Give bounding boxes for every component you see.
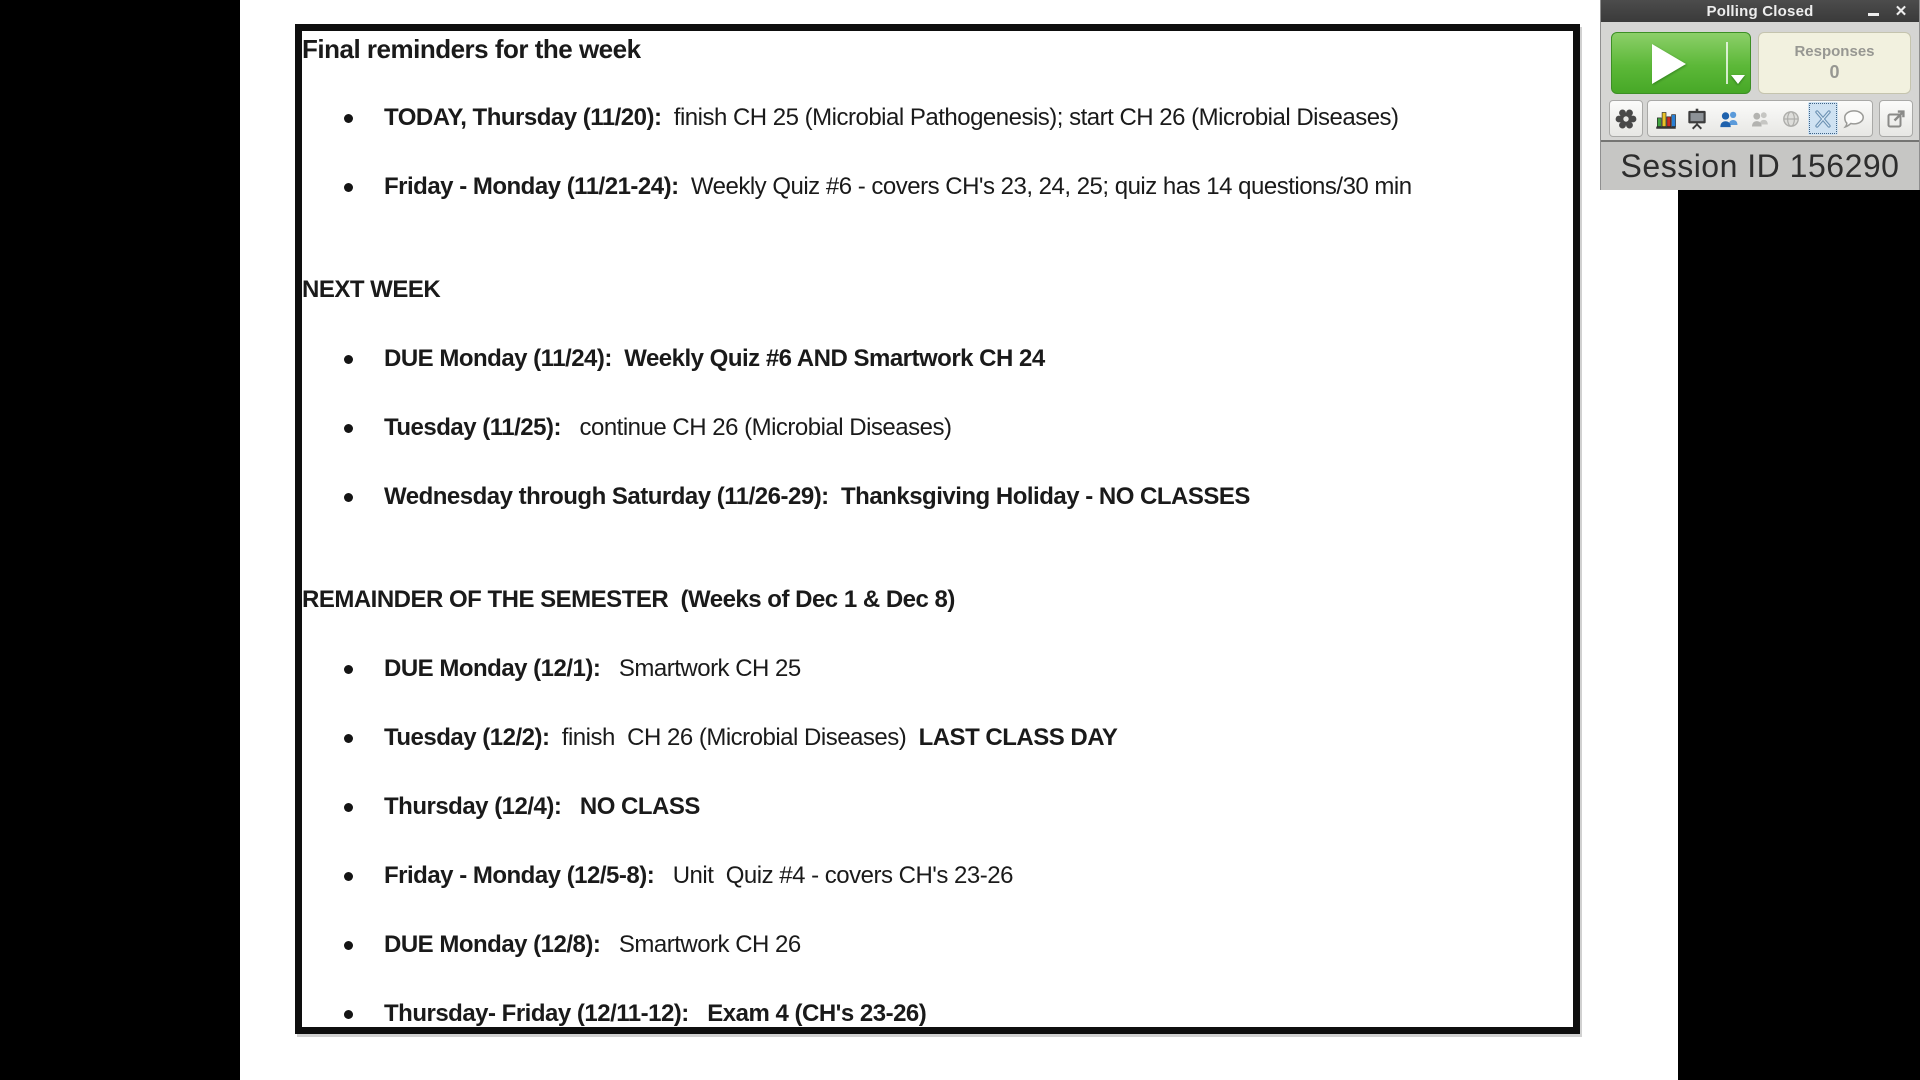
start-polling-button[interactable]: [1611, 32, 1751, 94]
minimize-icon: [1867, 12, 1879, 16]
globe-icon: [1783, 110, 1800, 127]
session-id-text: Session ID 156290: [1620, 147, 1900, 184]
bullet-item: Tuesday (12/2): finish CH 26 (Microbial …: [302, 722, 1569, 754]
bullet-item: Friday - Monday (12/5-8): Unit Quiz #4 -…: [302, 860, 1569, 892]
messaging-button[interactable]: [1839, 102, 1869, 135]
bullet-dot: [344, 803, 353, 812]
participants-disabled-icon: [1751, 111, 1768, 126]
bullet-dot: [344, 872, 353, 881]
bullet-item: Friday - Monday (11/21-24): Weekly Quiz …: [302, 171, 1569, 203]
results-chart-button[interactable]: [1651, 102, 1681, 135]
bullet-dot: [344, 734, 353, 743]
speech-bubble-icon: [1843, 109, 1865, 128]
participants-icon: [1719, 111, 1737, 127]
letterbox-left: [0, 0, 240, 1080]
gear-icon: [1615, 109, 1637, 128]
bullet-dot: [344, 941, 353, 950]
participants-button[interactable]: [1714, 102, 1744, 135]
bullet-item: DUE Monday (12/1): Smartwork CH 25: [302, 653, 1569, 685]
section-heading: REMAINDER OF THE SEMESTER (Weeks of Dec …: [302, 586, 955, 613]
settings-button[interactable]: [1609, 100, 1643, 137]
minimize-button[interactable]: [1861, 0, 1885, 22]
bar-chart-icon: [1655, 111, 1676, 129]
selected-tool-icon: [1815, 109, 1831, 128]
bullet-dot: [344, 424, 353, 433]
polling-widget-window: Polling Closed ✕ Responses 0: [1600, 0, 1920, 190]
open-external-icon: [1887, 109, 1905, 127]
participants-disabled-button: [1745, 102, 1775, 135]
bullet-item: Wednesday through Saturday (11/26-29): T…: [302, 481, 1569, 513]
responses-counter-button[interactable]: Responses 0: [1758, 32, 1911, 94]
session-id-bar: Session ID 156290: [1601, 140, 1919, 190]
close-button[interactable]: ✕: [1894, 3, 1908, 20]
play-dropdown-caret-icon[interactable]: [1731, 75, 1745, 84]
slide-content: Final reminders for the week TODAY, Thur…: [302, 31, 1573, 1027]
presentation-slide: Final reminders for the week TODAY, Thur…: [295, 24, 1580, 1034]
slide-title: Final reminders for the week: [302, 34, 641, 64]
section-heading: NEXT WEEK: [302, 276, 441, 303]
bullet-item: Thursday (12/4): NO CLASS: [302, 791, 1569, 823]
presentation-button[interactable]: [1682, 102, 1712, 135]
globe-disabled-button: [1776, 102, 1806, 135]
presentation-screen-icon: [1688, 108, 1706, 129]
selected-tool-button[interactable]: [1807, 102, 1838, 135]
responses-label: Responses: [1794, 43, 1875, 60]
responses-count: 0: [1829, 62, 1840, 82]
polling-toolbar: [1601, 100, 1919, 137]
bullet-item: Thursday- Friday (12/11-12): Exam 4 (CH'…: [302, 998, 1569, 1030]
bullet-item: TODAY, Thursday (11/20): finish CH 25 (M…: [302, 102, 1569, 134]
bullet-dot: [344, 665, 353, 674]
bullet-dot: [344, 183, 353, 192]
play-icon: [1652, 44, 1686, 84]
bullet-item: DUE Monday (12/8): Smartwork CH 26: [302, 929, 1569, 961]
toolbar-button-group: [1647, 100, 1873, 137]
bullet-dot: [344, 493, 353, 502]
play-button-divider: [1726, 42, 1728, 84]
bullet-dot: [344, 114, 353, 123]
polling-status-title: Polling Closed: [1706, 2, 1814, 20]
polling-widget-titlebar[interactable]: Polling Closed ✕: [1601, 0, 1919, 22]
bullet-dot: [344, 355, 353, 364]
bullet-dot: [344, 1010, 353, 1019]
bullet-item: Tuesday (11/25): continue CH 26 (Microbi…: [302, 412, 1569, 444]
open-external-button[interactable]: [1879, 100, 1913, 137]
bullet-item: DUE Monday (11/24): Weekly Quiz #6 AND S…: [302, 343, 1569, 375]
